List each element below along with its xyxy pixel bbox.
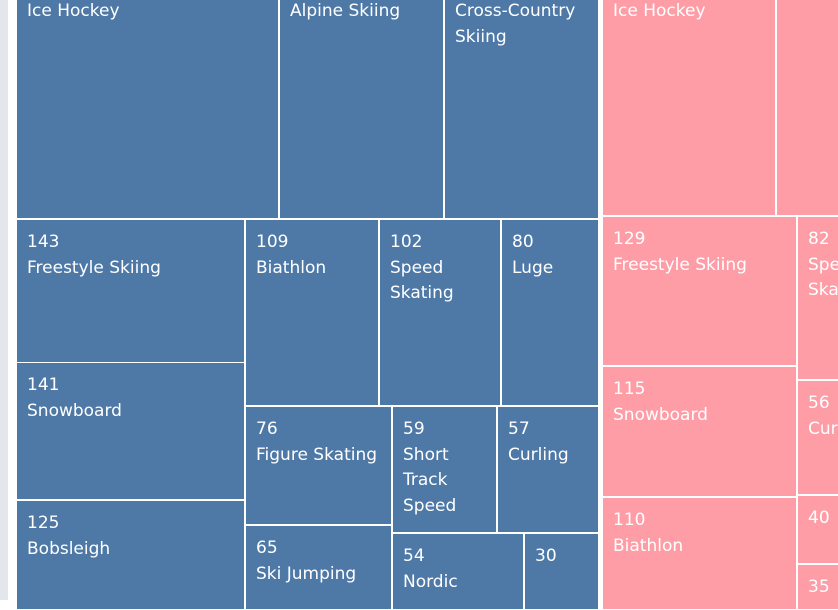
tile-left-luge[interactable]: 80 Luge: [501, 219, 599, 406]
tile-left-curling[interactable]: 57 Curling: [497, 406, 599, 533]
tile-left-figure-skating[interactable]: 76 Figure Skating: [245, 406, 392, 525]
tile-category: Spe Ska: [808, 254, 838, 301]
tile-category: Snowboard: [27, 400, 122, 421]
tile-category: Snowboard: [613, 404, 708, 425]
tile-category: Short Track Speed: [403, 444, 457, 516]
tile-value: 110: [613, 510, 646, 530]
tile-left-speed-skating[interactable]: 102 Speed Skating: [379, 219, 501, 406]
tile-category: Figure Skating: [256, 444, 378, 465]
tile-value: 109: [256, 232, 289, 252]
tile-left-cross-country-skiing[interactable]: Cross-Country Skiing: [444, 0, 599, 219]
tile-left-bobsleigh[interactable]: 125 Bobsleigh: [16, 500, 245, 610]
tile-right-unlabeled[interactable]: [776, 0, 838, 216]
tile-label: 54 Nordic: [403, 544, 519, 595]
tile-value: 57: [508, 419, 530, 439]
tile-category: Ice Hockey: [27, 1, 120, 21]
tile-left-snowboard[interactable]: 141 Snowboard: [16, 362, 245, 500]
tile-label: 65 Ski Jumping: [256, 536, 387, 587]
tile-right-ice-hockey[interactable]: Ice Hockey: [602, 0, 776, 216]
tile-label: 57 Curling: [508, 417, 594, 468]
tile-left-ski-jumping[interactable]: 65 Ski Jumping: [245, 525, 392, 610]
tile-category: Biathlon: [613, 535, 684, 556]
tile-category: Cross-Country Skiing: [455, 1, 576, 47]
tile-label: 141 Snowboard: [27, 373, 240, 424]
tile-left-freestyle-skiing[interactable]: 143 Freestyle Skiing: [16, 219, 245, 363]
tile-label: 125 Bobsleigh: [27, 511, 240, 562]
tile-value: 59: [403, 419, 425, 439]
tile-category: Freestyle Skiing: [613, 254, 747, 275]
tile-value: 129: [613, 229, 646, 249]
tile-right-unlabeled[interactable]: 35: [797, 564, 838, 610]
tile-label: 35: [808, 575, 838, 601]
tile-label: 80 Luge: [512, 230, 594, 281]
tile-left-unlabeled[interactable]: 30: [524, 533, 599, 610]
tile-label: Alpine Skiing: [290, 0, 439, 25]
tile-value: 30: [535, 546, 557, 566]
tile-value: 141: [27, 375, 60, 395]
tile-category: Curling: [508, 444, 569, 465]
tile-label: 110 Biathlon: [613, 508, 792, 559]
tile-label: 56 Cur: [808, 391, 838, 442]
tile-right-cur[interactable]: 56 Cur: [797, 380, 838, 495]
tile-label: 143 Freestyle Skiing: [27, 230, 240, 281]
tile-value: 115: [613, 379, 646, 399]
tile-label: 115 Snowboard: [613, 377, 792, 428]
tile-label: 129 Freestyle Skiing: [613, 227, 792, 278]
tile-label: Cross-Country Skiing: [455, 0, 594, 50]
tile-left-short-track-speed[interactable]: 59 Short Track Speed: [392, 406, 497, 533]
tile-category: Nordic: [403, 571, 458, 592]
tile-label: 102 Speed Skating: [390, 230, 496, 307]
tile-value: 143: [27, 232, 60, 252]
tile-label: 30: [535, 544, 594, 570]
tile-category: Ice Hockey: [613, 1, 706, 21]
tile-label: 59 Short Track Speed: [403, 417, 492, 519]
tile-left-biathlon[interactable]: 109 Biathlon: [245, 219, 379, 406]
tile-value: 65: [256, 538, 278, 558]
tile-label: 82 Spe Ska: [808, 227, 838, 304]
left-panel-edge: [0, 0, 8, 600]
tile-value: 40: [808, 508, 830, 528]
tile-value: 80: [512, 232, 534, 252]
tile-left-alpine-skiing[interactable]: Alpine Skiing: [279, 0, 444, 219]
tile-label: 76 Figure Skating: [256, 417, 387, 468]
tile-category: Biathlon: [256, 257, 327, 278]
tile-category: Cur: [808, 418, 838, 439]
tile-category: Bobsleigh: [27, 538, 111, 559]
tile-category: Speed Skating: [390, 257, 454, 304]
tile-label: 109 Biathlon: [256, 230, 374, 281]
tile-right-biathlon[interactable]: 110 Biathlon: [602, 497, 797, 610]
tile-value: 102: [390, 232, 423, 252]
tile-right-freestyle-skiing[interactable]: 129 Freestyle Skiing: [602, 216, 797, 366]
tile-left-nordic[interactable]: 54 Nordic: [392, 533, 524, 610]
tile-label: 40: [808, 506, 838, 532]
tile-right-snowboard[interactable]: 115 Snowboard: [602, 366, 797, 497]
tile-category: Ski Jumping: [256, 563, 357, 584]
tile-label: Ice Hockey: [613, 0, 771, 25]
tile-value: 35: [808, 577, 830, 597]
tile-value: 125: [27, 513, 60, 533]
tile-right-spe-ska[interactable]: 82 Spe Ska: [797, 216, 838, 380]
tile-label: Ice Hockey: [27, 0, 274, 25]
tile-value: 82: [808, 229, 830, 249]
tile-category: Luge: [512, 257, 554, 278]
tile-value: 56: [808, 393, 830, 413]
tile-value: 76: [256, 419, 278, 439]
tile-value: 54: [403, 546, 425, 566]
tile-right-unlabeled[interactable]: 40: [797, 495, 838, 564]
tile-category: Freestyle Skiing: [27, 257, 161, 278]
tile-left-ice-hockey[interactable]: Ice Hockey: [16, 0, 279, 219]
tile-category: Alpine Skiing: [290, 1, 401, 21]
